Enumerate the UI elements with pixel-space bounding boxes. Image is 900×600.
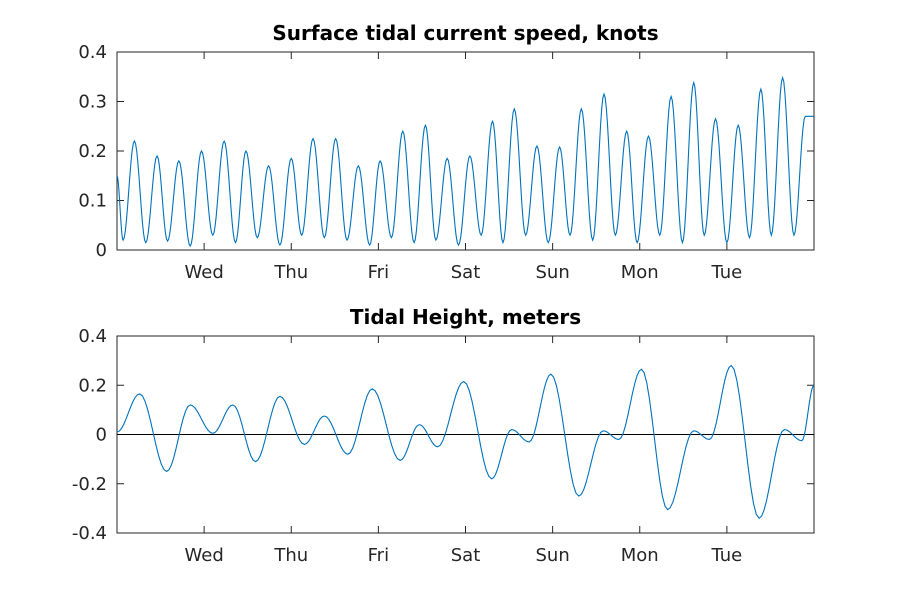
y-tick-label: 0 bbox=[96, 425, 107, 446]
x-tick-label: Fri bbox=[368, 545, 389, 566]
y-tick-label: 0.4 bbox=[78, 42, 107, 63]
y-tick-label: 0 bbox=[96, 240, 107, 261]
y-tick-label: 0.2 bbox=[78, 141, 107, 162]
x-tick-label: Thu bbox=[273, 262, 308, 283]
tidal-height-series-line bbox=[116, 364, 815, 520]
x-tick-label: Tue bbox=[711, 545, 743, 566]
current-speed-y-ticks: 0 0.1 0.2 0.3 0.4 bbox=[78, 42, 814, 261]
current-speed-chart: Surface tidal current speed, knots 00.10… bbox=[78, 21, 815, 283]
x-tick-label: Tue bbox=[711, 262, 743, 283]
tidal-height-title: Tidal Height, meters bbox=[350, 305, 581, 329]
x-tick-label: Wed bbox=[185, 262, 224, 283]
y-tick-label: 0.4 bbox=[78, 326, 107, 347]
current-speed-title: Surface tidal current speed, knots bbox=[272, 21, 658, 45]
y-tick-label: 0.1 bbox=[78, 191, 107, 212]
x-tick-label: Sun bbox=[536, 262, 570, 283]
current-speed-x-ticks: Wed Thu Fri Sat Sun Mon Tue bbox=[185, 52, 743, 283]
y-tick-label: -0.2 bbox=[72, 474, 107, 495]
x-tick-label: Sat bbox=[451, 262, 481, 283]
current-speed-plot-area bbox=[116, 51, 815, 251]
x-tick-label: Mon bbox=[621, 262, 659, 283]
y-tick-label: 0.3 bbox=[78, 92, 107, 113]
tidal-height-x-ticks: Wed Thu Fri Sat Sun Mon Tue bbox=[185, 336, 743, 566]
x-tick-label: Sat bbox=[451, 545, 481, 566]
x-tick-label: Fri bbox=[368, 262, 389, 283]
tidal-height-chart: Tidal Height, meters -0.4 -0.2 0 0.2 0.4 Wed… bbox=[72, 305, 815, 566]
y-tick-label: -0.4 bbox=[72, 523, 107, 544]
y-tick-label: 0.2 bbox=[78, 375, 107, 396]
x-tick-label: Wed bbox=[185, 545, 224, 566]
x-tick-label: Sun bbox=[536, 545, 570, 566]
tidal-height-y-ticks: -0.4 -0.2 0 0.2 0.4 bbox=[72, 326, 814, 544]
x-tick-label: Mon bbox=[621, 545, 659, 566]
x-tick-label: Thu bbox=[273, 545, 308, 566]
current-speed-series-line bbox=[116, 75, 814, 248]
